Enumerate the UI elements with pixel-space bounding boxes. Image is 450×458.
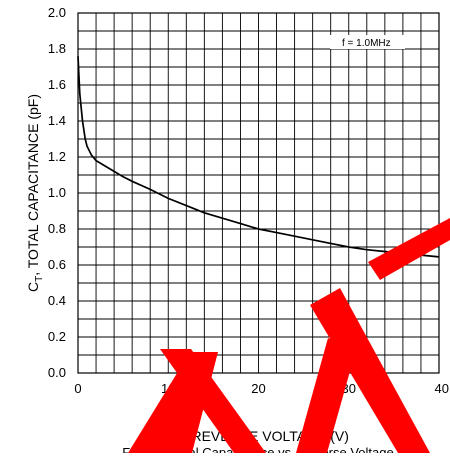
frequency-annotation: f = 1.0MHz	[342, 38, 391, 49]
x-tick-label: 40	[435, 381, 449, 396]
y-tick-label: 1.8	[48, 41, 66, 56]
plot-border	[77, 12, 440, 374]
x-tick-label: 0	[74, 381, 81, 396]
y-axis-label-rest: , TOTAL CAPACITANCE (pF)	[25, 94, 41, 276]
watermark-stroke-4	[310, 288, 430, 453]
watermark-stroke-3	[296, 338, 356, 453]
tick-labels: 0.00.20.40.60.81.01.21.41.61.82.00102030…	[48, 5, 449, 396]
annotation-box	[330, 35, 405, 49]
plot-frame	[77, 12, 440, 374]
y-tick-label: 0.8	[48, 221, 66, 236]
y-tick-label: 1.6	[48, 77, 66, 92]
y-tick-label: 1.4	[48, 113, 66, 128]
capacitance-curve	[77, 56, 440, 258]
y-tick-label: 0.2	[48, 329, 66, 344]
x-tick-label: 20	[251, 381, 265, 396]
y-tick-label: 1.2	[48, 149, 66, 164]
y-axis-label-sub: T	[34, 276, 45, 282]
watermark-stroke-5	[368, 218, 450, 280]
y-tick-label: 0.6	[48, 257, 66, 272]
y-tick-label: 2.0	[48, 5, 66, 20]
curve-group	[77, 56, 440, 258]
y-tick-label: 0.4	[48, 293, 66, 308]
watermark	[128, 218, 450, 453]
grid	[78, 13, 439, 373]
y-axis-label-main: C	[25, 282, 41, 292]
watermark-stroke-2	[160, 349, 266, 453]
y-tick-label: 0.0	[48, 365, 66, 380]
y-tick-label: 1.0	[48, 185, 66, 200]
y-axis-label: CT, TOTAL CAPACITANCE (pF)	[25, 94, 45, 292]
